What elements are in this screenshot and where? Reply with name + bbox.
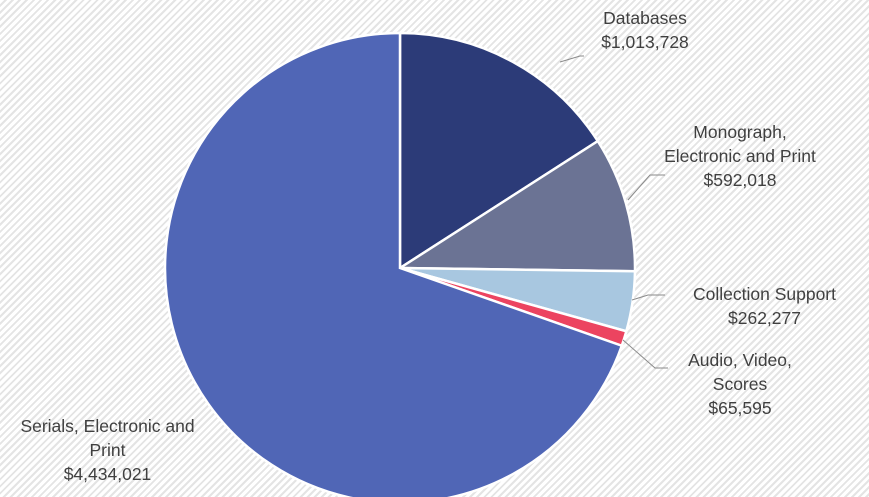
- leader-line: [622, 339, 668, 369]
- label-name: Collection Support: [693, 284, 836, 304]
- label-value: $1,013,728: [601, 32, 689, 52]
- label-value: $592,018: [703, 170, 777, 190]
- data-label: Collection Support $262,277: [662, 282, 867, 330]
- label-name: Audio, Video, Scores: [688, 350, 792, 394]
- pie-slice: [163, 31, 624, 497]
- label-name: Databases: [603, 8, 687, 28]
- leader-line: [627, 174, 665, 201]
- data-label: Databases $1,013,728: [555, 6, 735, 54]
- label-value: $262,277: [728, 308, 801, 328]
- label-name: Monograph, Electronic and Print: [664, 122, 816, 166]
- label-value: $65,595: [708, 398, 772, 418]
- label-name: Serials, Electronic and Print: [20, 416, 195, 460]
- pie-slice: [395, 139, 637, 273]
- data-label: Serials, Electronic and Print $4,434,021: [5, 414, 210, 486]
- data-label: Audio, Video, Scores $65,595: [665, 348, 815, 420]
- data-label: Monograph, Electronic and Print $592,018: [660, 120, 820, 192]
- label-value: $4,434,021: [63, 464, 152, 484]
- leader-line: [631, 294, 665, 301]
- leader-line: [559, 55, 584, 63]
- pie-slice: [398, 31, 600, 271]
